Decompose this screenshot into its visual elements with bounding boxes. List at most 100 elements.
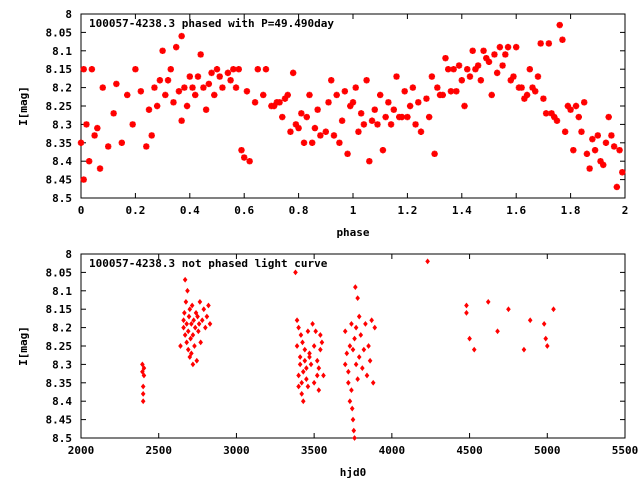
data-point	[518, 84, 525, 91]
data-point	[276, 99, 283, 106]
data-point	[305, 383, 311, 390]
data-point	[170, 99, 177, 106]
data-point	[153, 102, 161, 110]
data-point	[469, 47, 476, 54]
data-point	[474, 62, 482, 69]
data-point	[296, 324, 301, 331]
data-point	[464, 66, 471, 73]
x-tick-label: 3500	[301, 444, 328, 457]
data-point	[297, 361, 303, 368]
data-point	[113, 80, 120, 88]
data-point	[507, 77, 514, 84]
data-point	[178, 343, 183, 349]
y-tick-label: 8.15	[46, 303, 73, 316]
data-point	[485, 298, 491, 305]
data-point	[293, 269, 298, 276]
x-tick-label: 2500	[145, 444, 172, 457]
data-point	[189, 321, 194, 327]
data-point	[602, 139, 610, 146]
data-point	[352, 335, 357, 342]
data-point	[583, 150, 591, 158]
data-point	[184, 321, 189, 327]
data-point	[540, 95, 547, 102]
data-point	[208, 69, 215, 77]
data-point	[318, 346, 323, 353]
data-point	[243, 88, 251, 95]
data-point	[374, 121, 381, 128]
data-point	[175, 88, 183, 95]
data-point	[241, 154, 248, 161]
y-tick-label: 8.2	[52, 322, 72, 335]
data-point	[148, 132, 155, 139]
data-point	[543, 335, 549, 342]
data-point	[211, 91, 218, 99]
data-point	[406, 102, 414, 110]
data-point	[270, 102, 278, 110]
y-tick-label: 8.2	[52, 82, 72, 95]
data-point	[347, 343, 353, 349]
data-point	[137, 88, 145, 95]
data-point	[581, 99, 588, 106]
data-point	[308, 361, 314, 368]
data-point	[491, 51, 498, 58]
data-point	[398, 113, 406, 121]
data-point	[200, 84, 207, 91]
data-point	[425, 258, 430, 265]
data-point	[230, 66, 237, 73]
data-point	[495, 328, 500, 335]
data-point	[542, 110, 550, 117]
data-point	[472, 66, 479, 73]
data-point	[349, 387, 354, 394]
data-point	[553, 117, 561, 124]
data-point	[183, 298, 189, 305]
y-tick-label: 8.4	[52, 395, 72, 408]
data-point	[591, 146, 599, 154]
data-point	[366, 343, 371, 349]
data-point	[346, 368, 351, 375]
y-tick-label: 8.5	[52, 432, 72, 445]
data-point	[178, 117, 185, 124]
data-point	[567, 106, 574, 113]
data-point	[110, 110, 117, 117]
x-tick-label: 4500	[456, 444, 483, 457]
data-point	[284, 91, 291, 99]
data-point	[206, 302, 211, 309]
data-point	[311, 343, 317, 349]
y-tick-label: 8.3	[52, 358, 72, 371]
data-point	[347, 102, 354, 110]
data-point	[309, 139, 316, 146]
data-point	[526, 66, 533, 73]
data-point	[227, 77, 234, 84]
y-tick-label: 8.4	[52, 155, 72, 168]
data-point	[151, 84, 158, 91]
y-tick-label: 8.15	[46, 63, 73, 76]
data-point	[143, 143, 150, 150]
data-point	[306, 91, 313, 99]
data-point	[140, 398, 146, 405]
data-point	[349, 99, 357, 106]
data-point	[371, 106, 378, 113]
y-tick-label: 8.35	[46, 377, 73, 390]
data-point	[300, 339, 305, 346]
data-points	[77, 21, 626, 191]
data-point	[199, 317, 205, 324]
data-point	[319, 339, 325, 346]
y-tick-label: 8.05	[46, 26, 73, 39]
data-point	[610, 143, 618, 150]
data-point	[124, 91, 131, 99]
data-point	[91, 132, 98, 139]
data-point	[321, 372, 326, 379]
data-point	[181, 324, 186, 331]
data-point	[356, 313, 362, 320]
data-point	[294, 317, 300, 324]
data-point	[570, 146, 577, 154]
data-point	[499, 62, 506, 69]
data-point	[287, 128, 294, 135]
data-point	[187, 306, 193, 313]
x-tick-label: 4000	[379, 444, 406, 457]
y-tick-label: 8.05	[46, 266, 73, 279]
data-point	[461, 102, 468, 110]
data-point	[361, 346, 367, 353]
data-point	[442, 54, 449, 62]
data-point	[559, 36, 566, 43]
